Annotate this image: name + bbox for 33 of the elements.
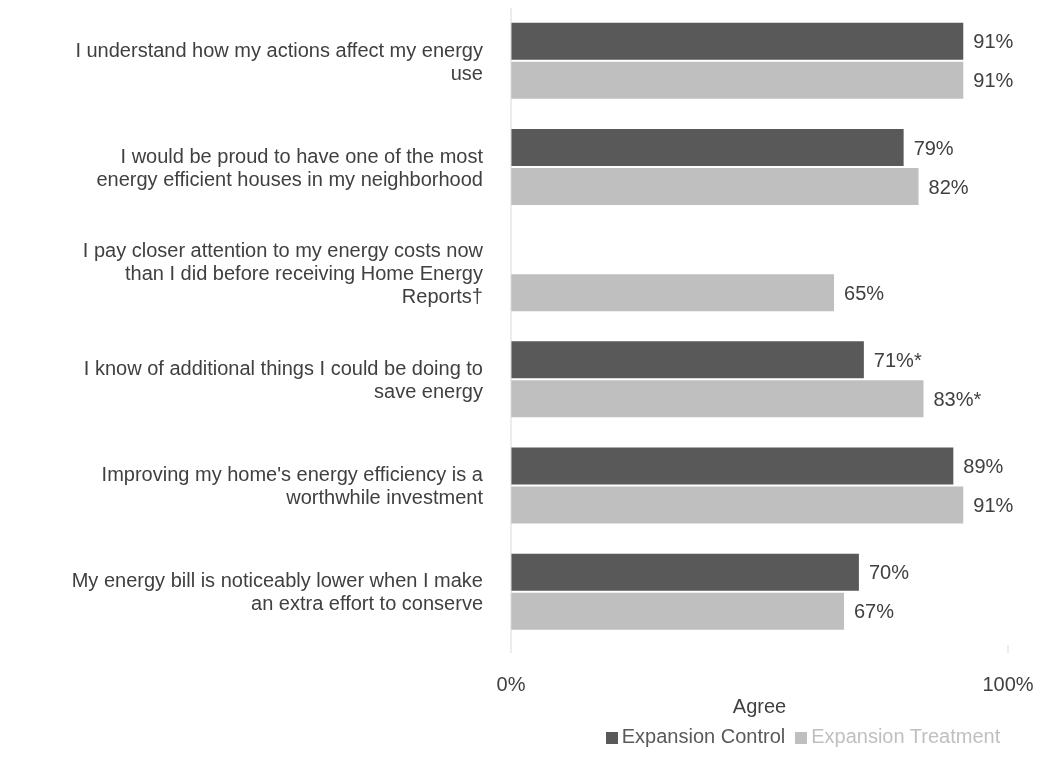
data-label: 91% [973,30,1014,53]
data-label: 83%* [933,387,982,410]
bar [511,486,964,524]
data-label: 65% [844,281,885,304]
bar [511,341,864,379]
bar [511,592,844,630]
x-tick-label: 0% [496,673,526,695]
y-tick-label: I understand how my actions affect my energy use [75,38,483,84]
data-label: 79% [913,136,954,159]
bar [511,447,954,485]
y-tick-label: I pay closer attention to my energy costs now than I did before receiving Home Energy Reports† [82,239,484,308]
data-label: 91% [973,494,1014,517]
data-label: 82% [928,175,969,198]
bar [511,129,904,167]
bar [511,553,859,591]
legend-label: Expansion Treatment [811,725,1001,747]
y-tick-label: I would be proud to have one of the most energy efficient houses in my neighborhood [96,144,484,190]
bar [511,380,924,418]
y-tick-label: My energy bill is noticeably lower when I make an extra effort to conserve [71,569,483,615]
legend-label: Expansion Control [621,725,786,747]
data-label: 67% [853,600,895,623]
bar [511,168,919,206]
y-tick-label: Improving my home's energy efficiency is a worthwhile investment [101,463,484,509]
data-label: 71%* [873,348,922,371]
data-label: 70% [868,561,910,584]
bar [511,61,964,99]
bar [511,274,835,312]
data-label: 89% [963,455,1004,478]
bar [511,22,964,60]
y-tick-label: I know of additional things I could be doing to save energy [83,357,483,403]
data-label: 91% [973,69,1014,92]
x-tick-label: 100% [982,673,1034,695]
x-axis-title: Agree [732,695,787,717]
